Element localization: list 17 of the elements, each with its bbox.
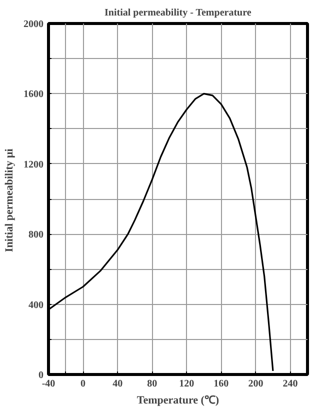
x-tick-label: 120 [179,378,194,390]
y-tick-label: 1600 [24,89,44,100]
chart-title: Initial permeability - Temperature [104,8,252,18]
x-tick-label: 160 [214,378,229,390]
y-tick-label: 0 [38,370,44,381]
x-tick-label: 0 [80,378,86,390]
x-axis-title: Temperature (℃) [136,394,220,406]
x-tick-label: 240 [282,378,298,390]
y-axis-title: Initial permeability μi [4,148,16,252]
y-tick-label: 400 [28,300,44,311]
y-tick-label: 2000 [24,19,44,30]
x-tick-label: 200 [248,378,264,390]
x-tick-label: -40 [42,378,56,390]
y-tick-label: 800 [28,230,44,241]
y-tick-label: 1200 [24,159,44,170]
x-tick-label: 40 [112,378,123,390]
x-tick-label: 80 [147,378,158,390]
